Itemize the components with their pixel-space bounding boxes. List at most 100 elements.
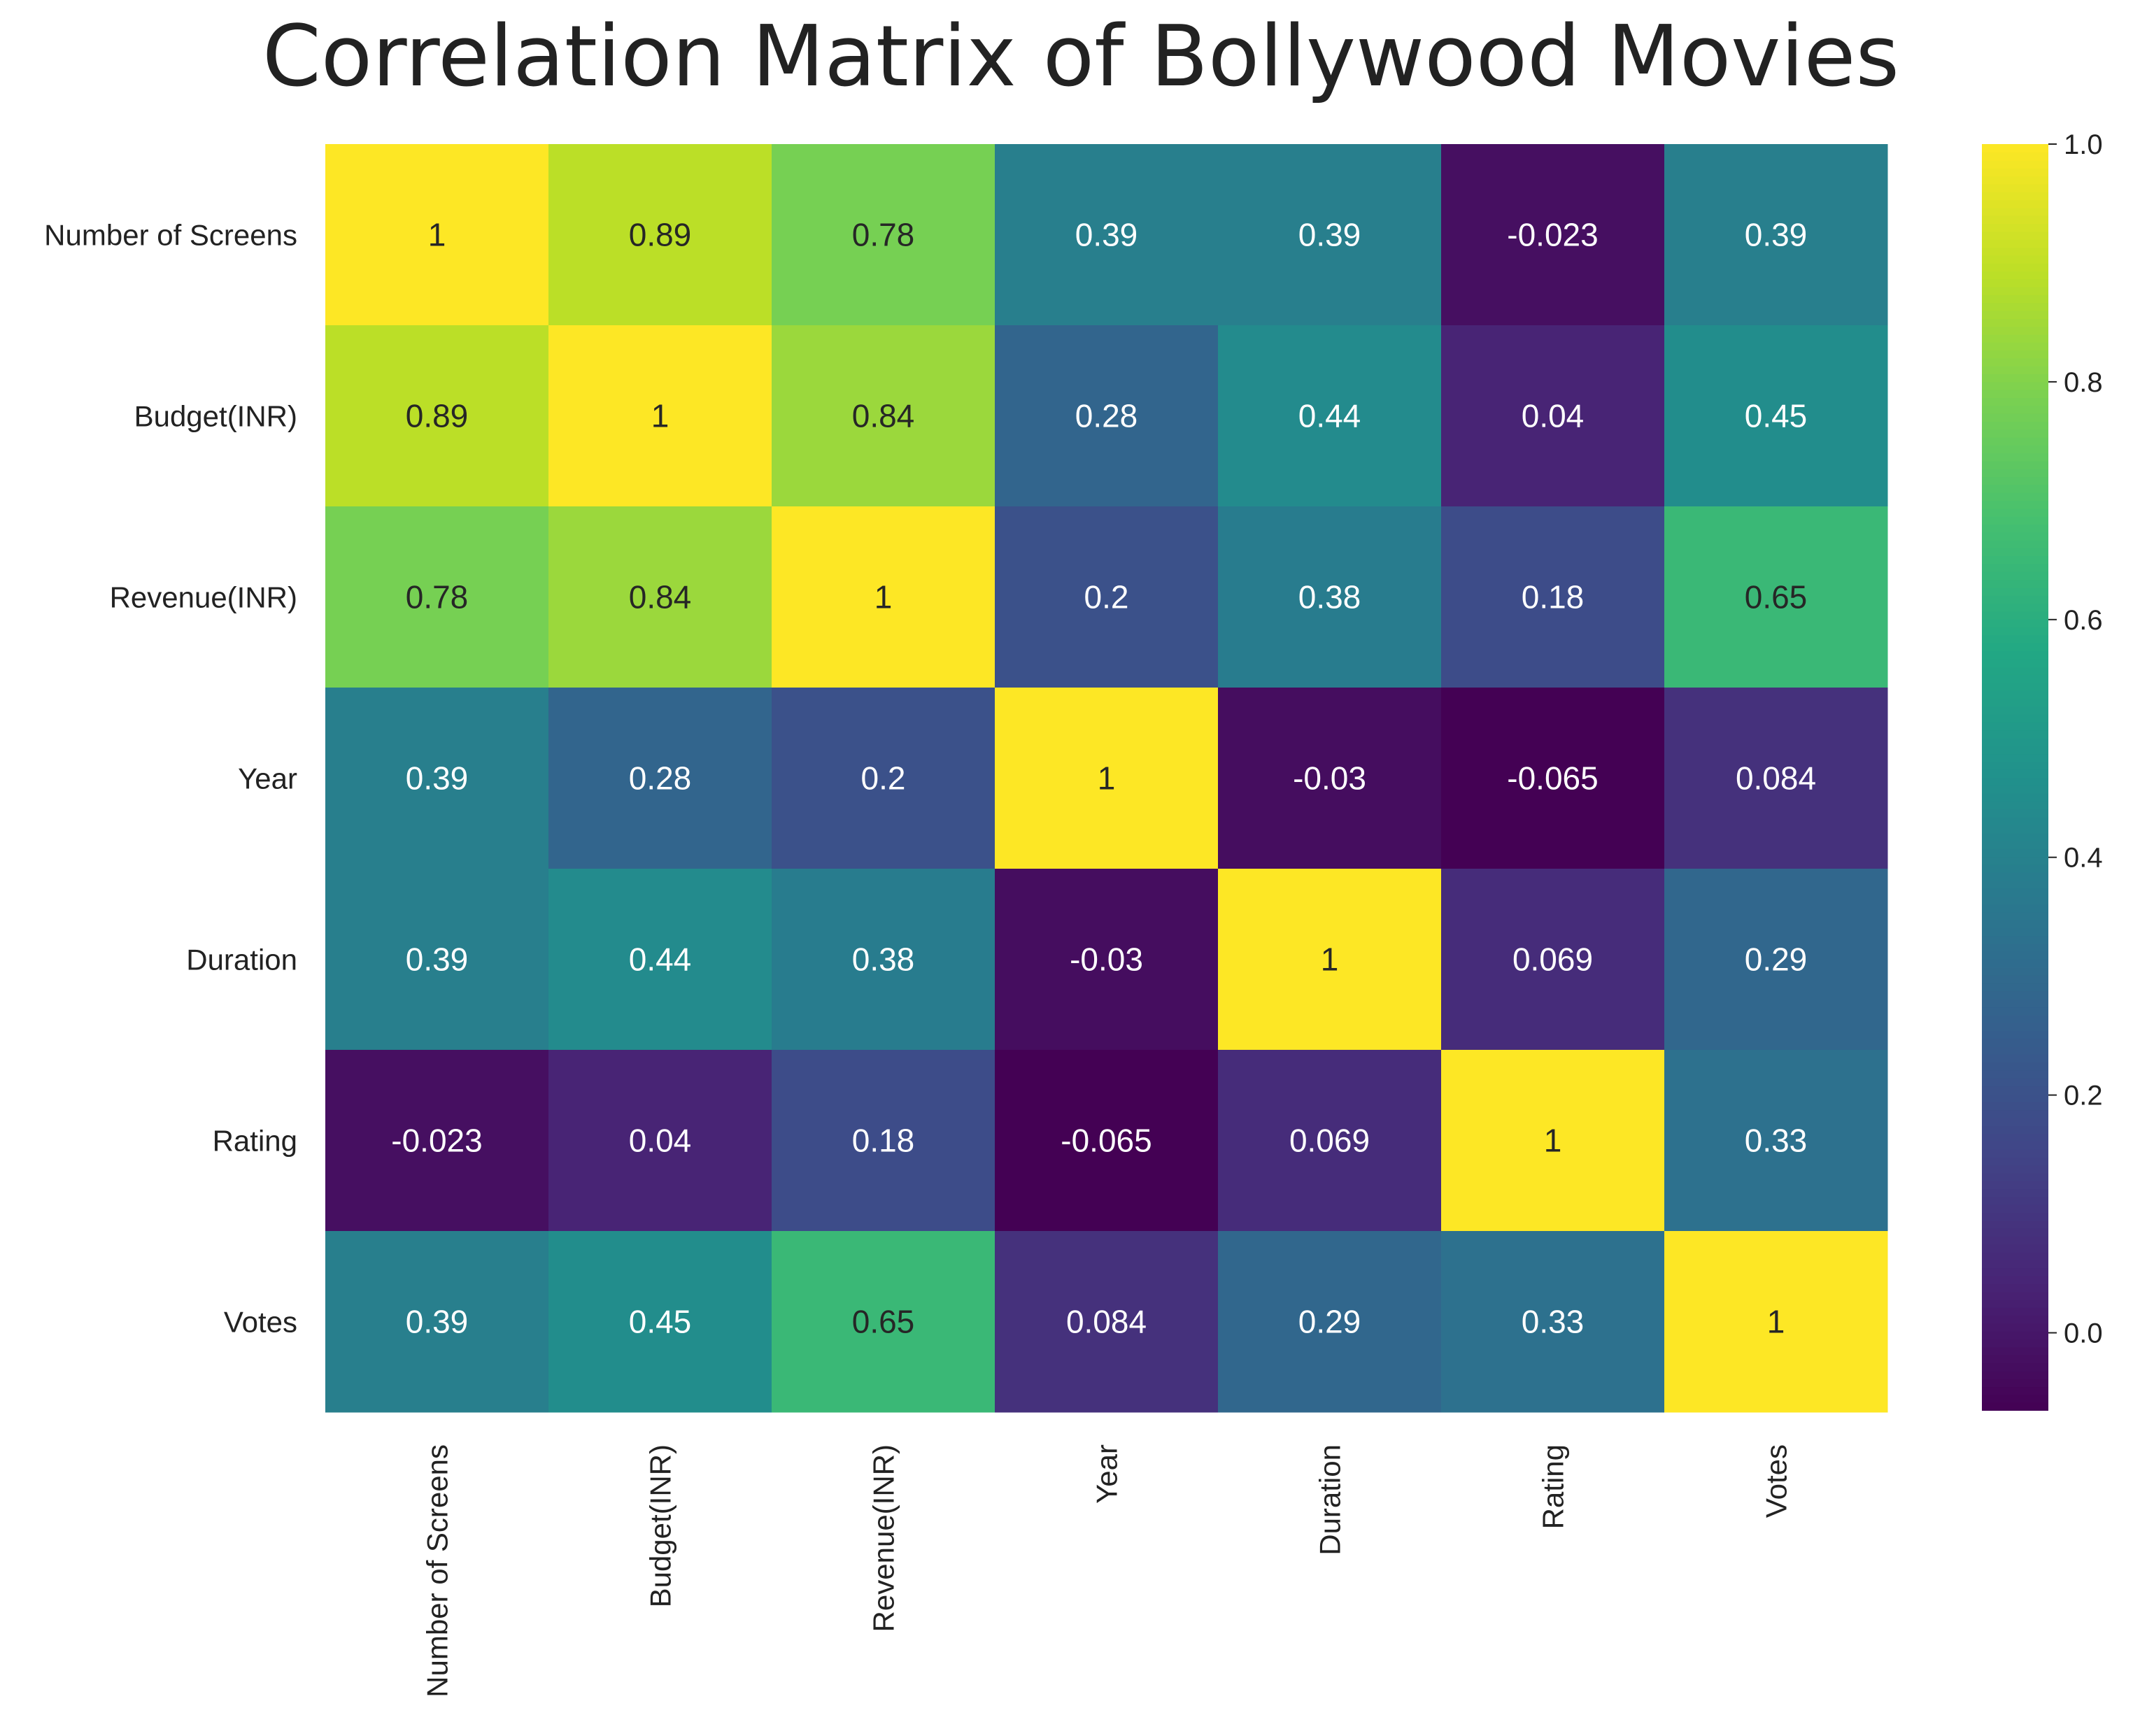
colorbar-segment <box>1982 706 2048 715</box>
cell-value-label: 1 <box>1544 1123 1562 1159</box>
colorbar-segment <box>1982 943 2048 952</box>
colorbar-segment <box>1982 365 2048 375</box>
colorbar-segment <box>1982 436 2048 446</box>
colorbar-segment <box>1982 1354 2048 1364</box>
colorbar-segment <box>1982 674 2048 683</box>
colorbar-tick-label: 0.8 <box>2064 367 2103 398</box>
colorbar-segment <box>1982 397 2048 406</box>
y-tick-labels: Number of Screens Budget(INR) Revenue(INR)… <box>44 219 297 1339</box>
cell-value-label: 1 <box>651 398 669 434</box>
heatmap-cell <box>995 144 1219 326</box>
colorbar-segment <box>1982 484 2048 493</box>
y-tick-label: Year <box>238 762 297 795</box>
colorbar-segment <box>1982 603 2048 612</box>
colorbar-segment <box>1982 1378 2048 1388</box>
colorbar-segment <box>1982 1133 2048 1142</box>
colorbar-segment <box>1982 563 2048 572</box>
colorbar-segment <box>1982 310 2048 319</box>
colorbar-segment <box>1982 856 2048 865</box>
colorbar-segment <box>1982 420 2048 430</box>
cell-value-label: -0.065 <box>1061 1123 1152 1159</box>
colorbar-segment <box>1982 690 2048 699</box>
colorbar-segment <box>1982 571 2048 581</box>
heatmap-cell <box>1441 1050 1665 1232</box>
colorbar-segment <box>1982 1101 2048 1111</box>
colorbar-segment <box>1982 1086 2048 1095</box>
colorbar-segment <box>1982 1315 2048 1324</box>
heatmap-cell <box>1218 506 1442 688</box>
heatmap-cell <box>772 325 995 507</box>
colorbar-segment <box>1982 1125 2048 1134</box>
heatmap-cell <box>1441 506 1665 688</box>
heatmap-cell <box>1441 1231 1665 1413</box>
heatmap-cell <box>548 1050 772 1232</box>
colorbar-segment <box>1982 1339 2048 1348</box>
heatmap-cell <box>548 325 772 507</box>
colorbar-segment <box>1982 334 2048 343</box>
cell-value-label: 0.84 <box>852 398 915 434</box>
colorbar-segment <box>1982 666 2048 675</box>
colorbar-segment <box>1982 1038 2048 1047</box>
colorbar-segment <box>1982 555 2048 564</box>
cell-value-label: 0.18 <box>852 1123 915 1159</box>
colorbar-segment <box>1982 983 2048 992</box>
colorbar-segment <box>1982 278 2048 287</box>
y-tick-label: Budget(INR) <box>134 400 297 433</box>
colorbar-segment <box>1982 1165 2048 1174</box>
heatmap-cell <box>548 688 772 869</box>
heatmap-cell <box>995 1231 1219 1413</box>
colorbar-segment <box>1982 1402 2048 1411</box>
colorbar-segment <box>1982 753 2048 762</box>
colorbar-segment <box>1982 871 2048 881</box>
heatmap-cell <box>1218 1050 1442 1232</box>
colorbar-segment <box>1982 658 2048 667</box>
heatmap-cell <box>1218 1231 1442 1413</box>
colorbar-segment <box>1982 429 2048 438</box>
colorbar-segment <box>1982 1014 2048 1023</box>
cell-value-label: 0.78 <box>852 217 915 253</box>
colorbar-segment <box>1982 1069 2048 1079</box>
y-tick-label: Revenue(INR) <box>110 581 297 614</box>
cell-value-label: 0.29 <box>1298 1304 1361 1340</box>
cell-value-label: 0.84 <box>629 579 692 616</box>
colorbar-segment <box>1982 176 2048 185</box>
colorbar-segment <box>1982 207 2048 216</box>
colorbar-segment <box>1982 998 2048 1008</box>
colorbar-segment <box>1982 1299 2048 1308</box>
colorbar-segment <box>1982 895 2048 904</box>
x-tick-label: Duration <box>1314 1444 1347 1556</box>
colorbar-segment <box>1982 730 2048 739</box>
cell-value-label: 0.38 <box>1298 579 1361 616</box>
colorbar-segment <box>1982 824 2048 834</box>
colorbar-segment <box>1982 959 2048 968</box>
colorbar-segment <box>1982 1180 2048 1190</box>
colorbar-segment <box>1982 500 2048 509</box>
colorbar-segment <box>1982 1323 2048 1332</box>
colorbar-segment <box>1982 373 2048 383</box>
x-tick-label: Budget(INR) <box>644 1444 677 1607</box>
colorbar-segment <box>1982 1188 2048 1197</box>
heatmap-cell <box>772 869 995 1051</box>
colorbar-segment <box>1982 682 2048 691</box>
colorbar-segment <box>1982 444 2048 454</box>
colorbar-segment <box>1982 262 2048 271</box>
colorbar-segment <box>1982 816 2048 825</box>
colorbar-segment <box>1982 1030 2048 1039</box>
colorbar-segment <box>1982 627 2048 636</box>
cell-value-label: 0.39 <box>1298 217 1361 253</box>
colorbar-segment <box>1982 460 2048 469</box>
colorbar-segment <box>1982 650 2048 660</box>
heatmap-cell <box>995 506 1219 688</box>
heatmap-cell <box>325 1231 549 1413</box>
colorbar-segment <box>1982 927 2048 937</box>
colorbar-segment <box>1982 1275 2048 1284</box>
colorbar-segment <box>1982 990 2048 999</box>
colorbar-segment <box>1982 713 2048 723</box>
colorbar-segment <box>1982 800 2048 810</box>
heatmap-cell <box>548 144 772 326</box>
colorbar-segment <box>1982 769 2048 778</box>
colorbar-segment <box>1982 547 2048 557</box>
cell-value-label: 0.33 <box>1522 1304 1585 1340</box>
cell-value-label: 0.2 <box>1084 579 1129 616</box>
